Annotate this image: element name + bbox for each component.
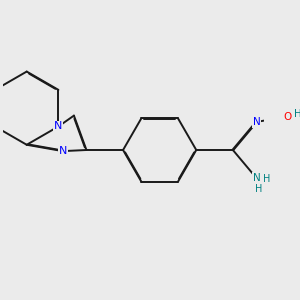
Text: H: H: [263, 174, 270, 184]
Text: N: N: [58, 146, 67, 156]
Text: N: N: [54, 122, 63, 131]
Text: O: O: [283, 112, 291, 122]
Text: H: H: [255, 184, 263, 194]
Text: N: N: [253, 117, 260, 127]
Text: N: N: [253, 173, 260, 183]
Text: H: H: [294, 110, 300, 119]
